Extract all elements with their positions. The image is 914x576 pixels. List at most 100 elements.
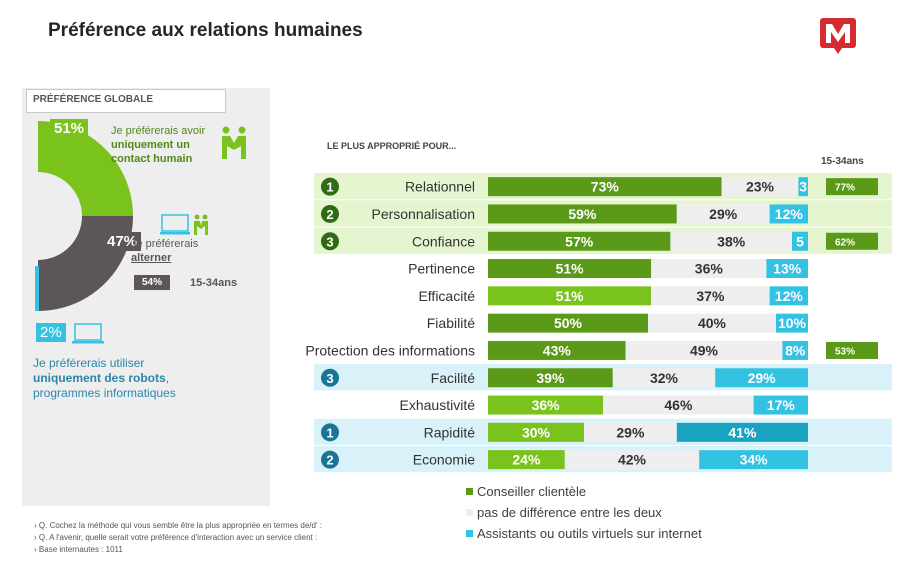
- category-label: Relationnel: [405, 179, 475, 195]
- bar-label-no-difference: 40%: [698, 315, 727, 331]
- rank-badge: [321, 450, 339, 469]
- rank-number: 1: [326, 180, 333, 195]
- young-value: 62%: [835, 237, 855, 248]
- page-title: Préférence aux relations humaines: [48, 20, 363, 41]
- bar-virtual: [769, 204, 808, 224]
- bar-label-no-difference: 37%: [696, 288, 725, 304]
- legend-item-advisor: Conseiller clientèle: [466, 481, 702, 502]
- category-label: Pertinence: [408, 261, 475, 277]
- bar-no-difference: [676, 204, 770, 224]
- bar-no-difference: [651, 259, 767, 279]
- human-text: Je préférerais avoir uniquement un conta…: [111, 125, 206, 165]
- category-label: Facilité: [431, 370, 476, 386]
- young-box: [826, 178, 878, 196]
- bar-label-advisor: 57%: [565, 233, 594, 249]
- bar-label-virtual: 17%: [767, 397, 796, 413]
- bar-no-difference: [564, 450, 700, 470]
- bar-label-advisor: 30%: [522, 424, 551, 440]
- rank-number: 1: [326, 425, 333, 440]
- bar-label-no-difference: 42%: [618, 452, 647, 468]
- bar-advisor: [488, 395, 604, 415]
- bar-virtual: [753, 395, 808, 415]
- bar-label-virtual: 13%: [773, 261, 802, 277]
- rank-number: 2: [326, 453, 333, 468]
- bar-no-difference: [651, 286, 770, 306]
- bar-label-virtual: 3: [799, 179, 807, 195]
- bar-no-difference: [584, 422, 677, 442]
- bar-advisor: [488, 450, 565, 470]
- bar-label-advisor: 51%: [556, 288, 585, 304]
- bar-label-no-difference: 49%: [690, 342, 719, 358]
- footnote-3: › Base internautes : 1011: [34, 545, 123, 554]
- bar-virtual: [769, 286, 808, 306]
- bar-label-advisor: 50%: [554, 315, 583, 331]
- bar-label-advisor: 73%: [591, 179, 620, 195]
- rank-badge: [321, 204, 339, 223]
- bar-no-difference: [603, 395, 754, 415]
- rank-badge: [321, 368, 339, 387]
- bar-advisor: [488, 422, 584, 442]
- category-label: Economie: [413, 452, 475, 468]
- laptop-icon: [72, 323, 104, 344]
- global-label-box: [26, 89, 226, 113]
- alternate-young-label: 15-34ans: [190, 277, 238, 289]
- bar-virtual: [676, 422, 808, 442]
- category-label: Exhaustivité: [400, 397, 476, 413]
- category-label: Protection des informations: [305, 342, 475, 358]
- bar-label-advisor: 51%: [556, 261, 585, 277]
- bar-label-virtual: 10%: [778, 315, 807, 331]
- bar-label-virtual: 5: [796, 233, 804, 249]
- bar-advisor: [488, 368, 613, 388]
- bar-virtual: [766, 259, 808, 279]
- footnotes: › Q. Cochez la méthode qui vous semble ê…: [34, 520, 322, 556]
- young-box: [826, 232, 878, 250]
- young-heading: 15-34ans: [821, 156, 864, 167]
- category-label: Fiabilité: [427, 315, 475, 331]
- bar-advisor: [488, 231, 671, 251]
- bar-label-virtual: 12%: [775, 206, 804, 222]
- bar-label-no-difference: 23%: [746, 179, 775, 195]
- footnote-2: › Q. A l'avenir, quelle serait votre pré…: [34, 533, 318, 542]
- bar-advisor: [488, 259, 652, 279]
- bar-no-difference: [612, 368, 716, 388]
- handshake-icon: [222, 126, 246, 159]
- robots-text: Je préférerais utiliser uniquement des r…: [33, 356, 176, 400]
- category-label: Personnalisation: [371, 206, 475, 222]
- young-box: [826, 341, 878, 359]
- rank-number: 2: [326, 207, 333, 222]
- bar-label-no-difference: 29%: [709, 206, 738, 222]
- donut-slice-robots: [35, 266, 39, 311]
- bar-advisor: [488, 340, 626, 360]
- rank-badge: [321, 177, 339, 196]
- bar-label-advisor: 43%: [543, 342, 572, 358]
- bar-label-virtual: 34%: [740, 452, 769, 468]
- bar-label-virtual: 29%: [748, 370, 777, 386]
- bar-advisor: [488, 177, 722, 197]
- legend: Conseiller clientèle pas de différence e…: [466, 481, 702, 544]
- rank-badge: [321, 232, 339, 251]
- robots-pct: 2%: [36, 323, 66, 342]
- laptop-person-icon: [160, 214, 208, 235]
- legend-item-no-difference: pas de différence entre les deux: [466, 502, 702, 523]
- bar-label-no-difference: 32%: [650, 370, 679, 386]
- rank-number: 3: [326, 234, 333, 249]
- legend-swatch: [466, 509, 473, 516]
- bar-no-difference: [721, 177, 799, 197]
- category-label: Efficacité: [418, 288, 475, 304]
- bar-virtual: [798, 177, 808, 197]
- bar-advisor: [488, 286, 652, 306]
- rank-number: 3: [326, 371, 333, 386]
- bar-label-advisor: 59%: [568, 206, 597, 222]
- bar-label-virtual: 8%: [785, 342, 806, 358]
- alternate-text: Je préférerais alterner: [131, 238, 199, 264]
- bar-virtual: [782, 340, 808, 360]
- bar-label-advisor: 24%: [512, 452, 541, 468]
- alternate-pct: 47%: [103, 232, 142, 251]
- bar-label-advisor: 36%: [532, 397, 561, 413]
- legend-swatch: [466, 530, 473, 537]
- rank-badge: [321, 423, 339, 442]
- legend-item-virtual: Assistants ou outils virtuels sur intern…: [466, 523, 702, 544]
- footnote-1: › Q. Cochez la méthode qui vous semble ê…: [34, 521, 322, 530]
- bar-virtual: [792, 231, 808, 251]
